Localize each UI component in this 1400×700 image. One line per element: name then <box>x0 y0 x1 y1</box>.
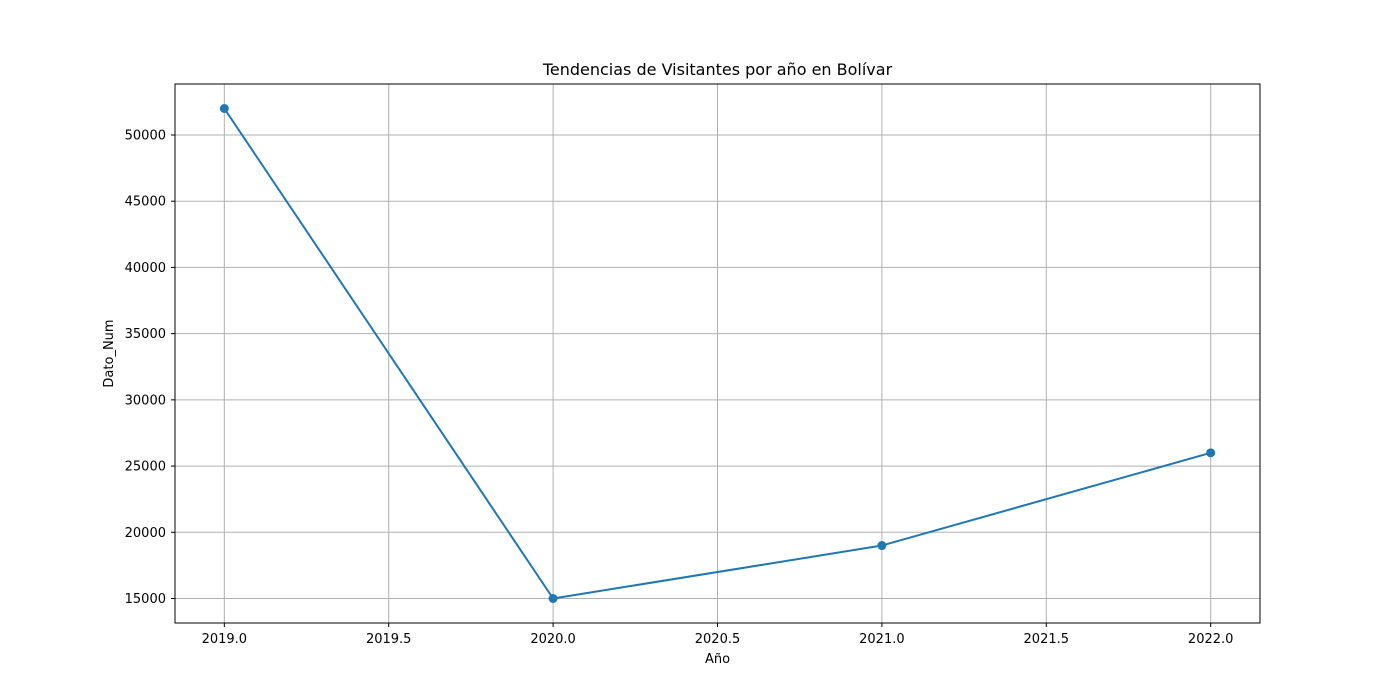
data-point <box>1206 448 1216 458</box>
y-tick-label: 20000 <box>125 526 166 541</box>
data-point <box>219 104 229 113</box>
grid <box>175 84 1260 623</box>
y-tick-label: 35000 <box>125 327 166 342</box>
x-tick-label: 2019.0 <box>202 632 248 647</box>
data-point <box>548 594 558 603</box>
y-tick-label: 45000 <box>125 195 166 210</box>
data-series <box>219 104 1216 603</box>
axis-ticks: 2019.0 2019.5 2020.0 2020.5 2021.0 2021.5 2022… <box>125 128 1234 647</box>
x-tick-label: 2019.5 <box>366 632 412 647</box>
x-tick-label: 2021.0 <box>859 632 905 647</box>
chart-title: Tendencias de Visitantes por año en Bolí… <box>542 60 893 79</box>
x-tick-label: 2021.5 <box>1024 632 1070 647</box>
series-line <box>223 107 1211 600</box>
y-axis-title: Dato_Num <box>102 319 117 387</box>
y-tick-label: 40000 <box>125 261 166 276</box>
y-tick-label: 25000 <box>125 460 166 475</box>
x-tick-label: 2020.5 <box>695 632 741 647</box>
data-point <box>877 541 887 551</box>
y-tick-label: 30000 <box>125 393 166 408</box>
y-tick-label: 50000 <box>125 128 166 143</box>
x-axis-title: Año <box>705 652 730 667</box>
y-tick-label: 15000 <box>125 592 166 607</box>
x-tick-label: 2022.0 <box>1188 632 1234 647</box>
x-tick-label: 2020.0 <box>530 632 576 647</box>
